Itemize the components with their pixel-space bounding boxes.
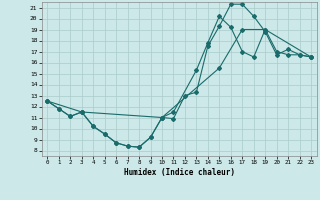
X-axis label: Humidex (Indice chaleur): Humidex (Indice chaleur) [124,168,235,177]
